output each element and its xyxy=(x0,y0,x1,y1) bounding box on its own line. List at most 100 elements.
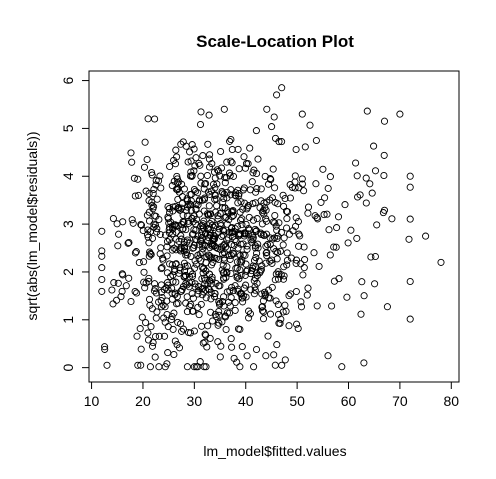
data-point xyxy=(279,275,288,283)
data-point xyxy=(151,280,159,288)
data-point xyxy=(249,235,257,243)
data-point xyxy=(174,222,182,230)
data-point xyxy=(341,201,349,209)
data-point xyxy=(178,327,186,335)
data-point xyxy=(128,216,136,224)
data-point xyxy=(225,309,234,317)
data-point xyxy=(243,352,251,360)
data-point xyxy=(317,198,325,206)
data-point xyxy=(131,249,139,257)
data-point xyxy=(228,145,236,154)
data-point xyxy=(347,226,355,234)
data-point xyxy=(180,218,188,226)
data-point xyxy=(190,327,198,335)
data-point xyxy=(192,260,200,268)
data-point xyxy=(330,277,338,285)
data-point xyxy=(326,251,334,259)
data-point xyxy=(168,246,176,254)
data-point xyxy=(239,205,247,213)
data-point xyxy=(125,238,133,247)
data-point xyxy=(234,186,242,194)
data-point xyxy=(158,293,166,302)
y-tick-label: 4 xyxy=(60,172,76,180)
y-tick-label: 0 xyxy=(60,364,76,372)
data-point xyxy=(135,258,143,267)
data-point xyxy=(366,180,374,188)
data-point xyxy=(259,207,267,215)
data-point xyxy=(171,289,179,297)
data-point xyxy=(219,242,228,250)
data-point xyxy=(233,258,241,266)
data-point xyxy=(280,234,288,242)
data-point xyxy=(163,238,172,246)
data-point xyxy=(175,205,183,213)
data-point xyxy=(405,235,413,243)
data-point xyxy=(211,222,219,230)
data-point xyxy=(291,172,299,180)
data-point xyxy=(145,217,154,225)
data-point xyxy=(239,186,247,194)
data-point xyxy=(233,273,241,282)
data-point xyxy=(177,232,185,240)
data-point xyxy=(272,297,280,305)
data-point xyxy=(113,296,121,304)
data-point xyxy=(144,336,153,344)
data-point xyxy=(274,268,282,276)
data-point xyxy=(179,225,187,233)
x-axis: 10 20 30 40 50 60 70 80 xyxy=(84,381,459,409)
y-tick-label: 5 xyxy=(60,124,76,132)
data-point xyxy=(161,231,170,239)
data-point xyxy=(110,279,118,287)
data-point xyxy=(259,315,268,323)
data-point xyxy=(198,263,206,271)
data-point xyxy=(225,252,233,260)
data-point xyxy=(179,211,187,219)
data-point xyxy=(249,169,257,177)
data-point xyxy=(186,148,194,156)
data-point xyxy=(239,251,247,259)
data-point xyxy=(266,294,274,302)
data-point xyxy=(98,287,106,295)
data-point xyxy=(192,154,200,162)
data-point xyxy=(253,169,261,178)
data-point xyxy=(155,177,163,185)
data-point xyxy=(168,182,176,190)
data-point xyxy=(367,253,375,261)
data-point xyxy=(200,185,208,193)
y-tick-label: 3 xyxy=(60,220,76,228)
data-point xyxy=(291,222,300,230)
data-point xyxy=(169,325,177,333)
data-point xyxy=(229,233,237,241)
data-point xyxy=(242,260,250,268)
data-point xyxy=(114,279,122,287)
data-point xyxy=(170,309,178,317)
data-point xyxy=(328,302,336,310)
data-point xyxy=(263,252,271,260)
data-point xyxy=(196,236,205,244)
data-point xyxy=(178,180,186,188)
data-point xyxy=(297,260,305,268)
data-point xyxy=(287,290,295,298)
data-point xyxy=(204,251,213,259)
data-point xyxy=(406,183,414,191)
data-point xyxy=(157,288,166,296)
data-point xyxy=(221,179,229,187)
data-point xyxy=(246,310,254,318)
data-point xyxy=(221,204,229,212)
data-point xyxy=(172,246,180,254)
data-point xyxy=(356,191,364,199)
data-point xyxy=(204,233,212,242)
data-point xyxy=(262,242,270,250)
data-point xyxy=(198,221,206,230)
data-point xyxy=(437,258,445,266)
data-point xyxy=(295,184,303,192)
x-tick-label: 20 xyxy=(135,393,151,409)
data-point xyxy=(157,297,165,305)
data-point xyxy=(234,244,242,252)
data-point xyxy=(406,277,414,286)
data-point xyxy=(226,287,234,295)
data-point xyxy=(161,303,169,311)
data-point xyxy=(208,221,216,229)
data-point xyxy=(187,157,195,165)
data-point xyxy=(98,275,106,284)
